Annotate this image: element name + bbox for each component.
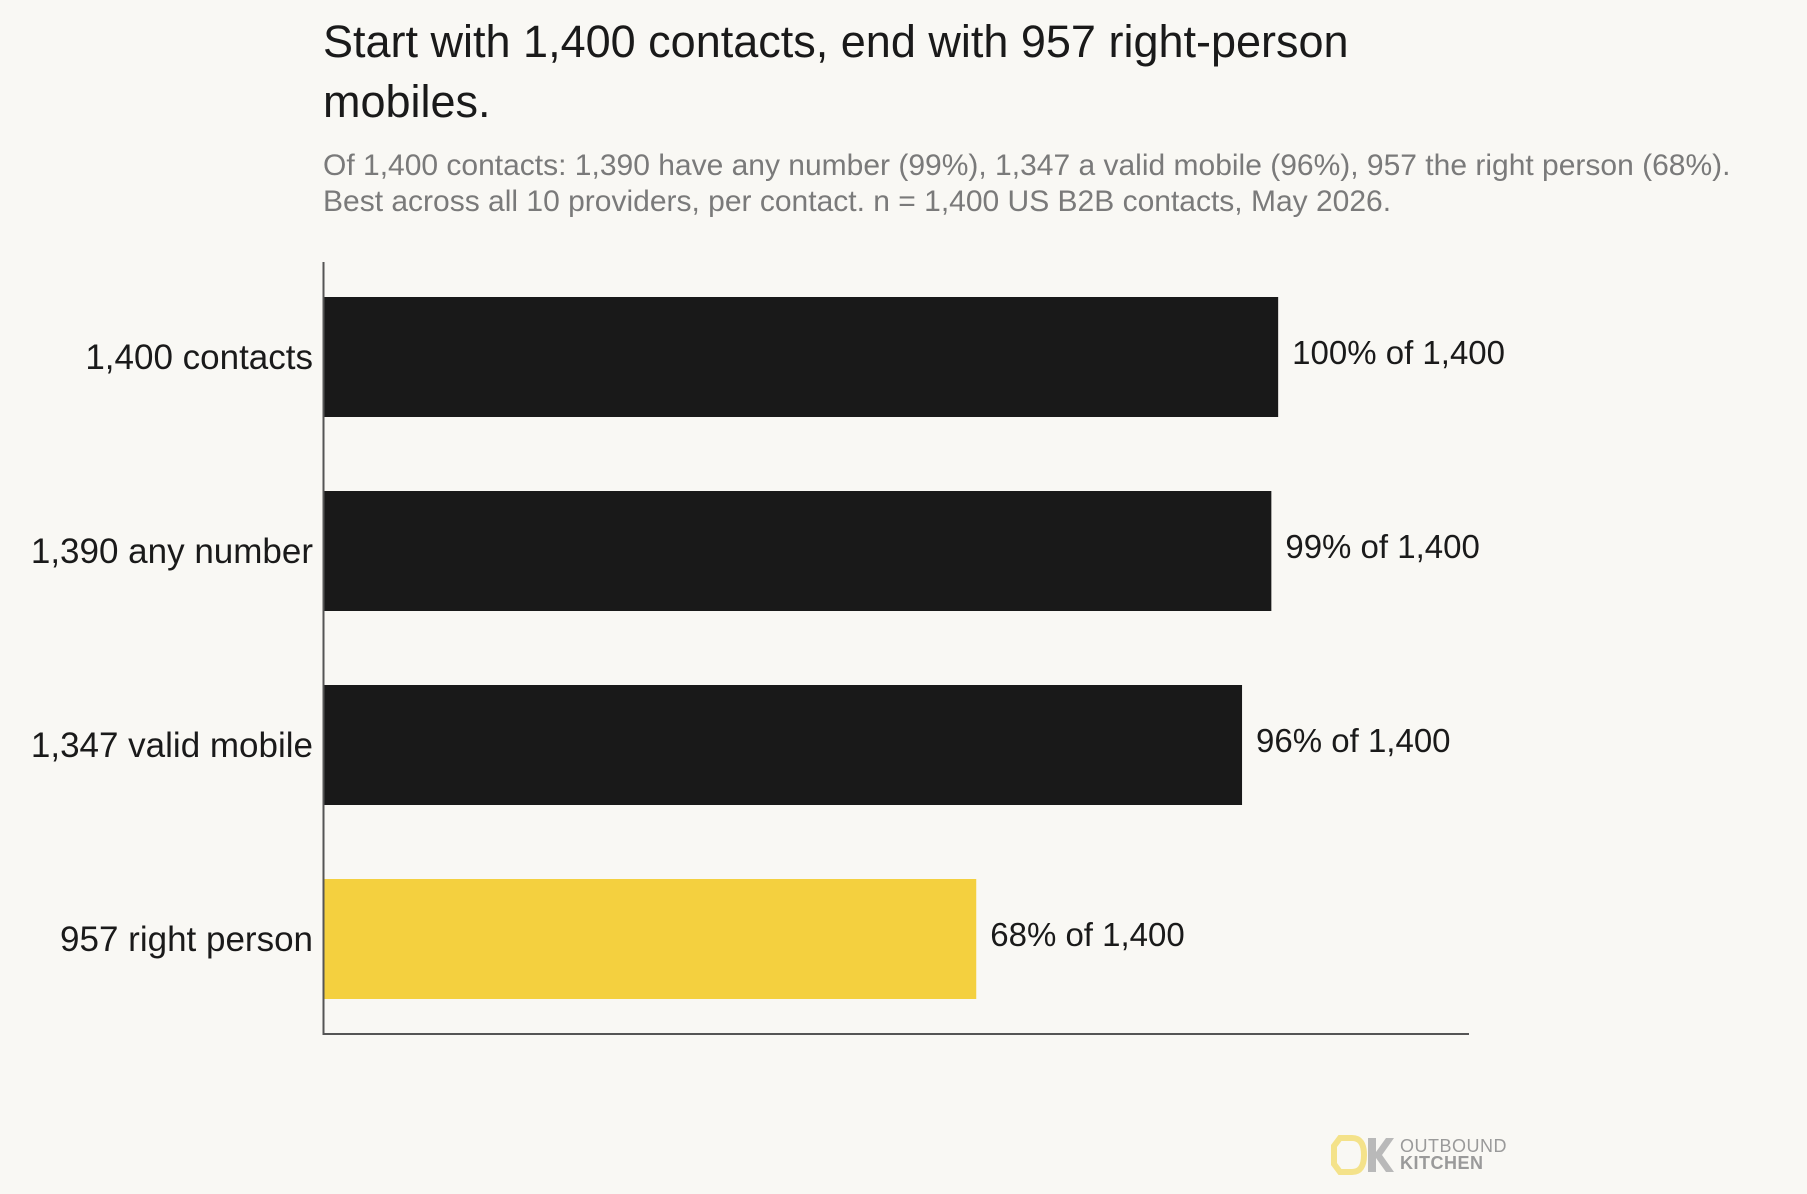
bars-group bbox=[324, 297, 1279, 999]
bar-2 bbox=[324, 491, 1272, 611]
category-labels-group: 1,400 contacts 1,390 any number 1,347 vali… bbox=[31, 338, 313, 959]
bar-4 bbox=[324, 879, 977, 999]
data-label-4: 68% of 1,400 bbox=[990, 916, 1185, 953]
outbound-kitchen-logo: OUTBOUND KITCHEN bbox=[1330, 1134, 1507, 1176]
chart-title: Start with 1,400 contacts, end with 957 … bbox=[323, 16, 1349, 127]
data-label-1: 100% of 1,400 bbox=[1292, 334, 1505, 371]
category-label-2: 1,390 any number bbox=[31, 532, 313, 571]
ok-logo-mark-icon bbox=[1331, 1135, 1394, 1175]
category-label-1: 1,400 contacts bbox=[85, 338, 313, 377]
bar-3 bbox=[324, 685, 1243, 805]
logo-text-top: OUTBOUND bbox=[1400, 1136, 1507, 1156]
data-label-2: 99% of 1,400 bbox=[1285, 528, 1480, 565]
category-label-4: 957 right person bbox=[60, 920, 313, 959]
logo-text-bottom: KITCHEN bbox=[1400, 1153, 1484, 1173]
data-label-3: 96% of 1,400 bbox=[1256, 722, 1451, 759]
category-label-3: 1,347 valid mobile bbox=[31, 726, 313, 765]
chart-subtitle: Of 1,400 contacts: 1,390 have any number… bbox=[323, 149, 1731, 218]
bar-1 bbox=[324, 297, 1279, 417]
data-labels-group: 100% of 1,400 99% of 1,400 96% of 1,400 68%… bbox=[990, 334, 1505, 953]
